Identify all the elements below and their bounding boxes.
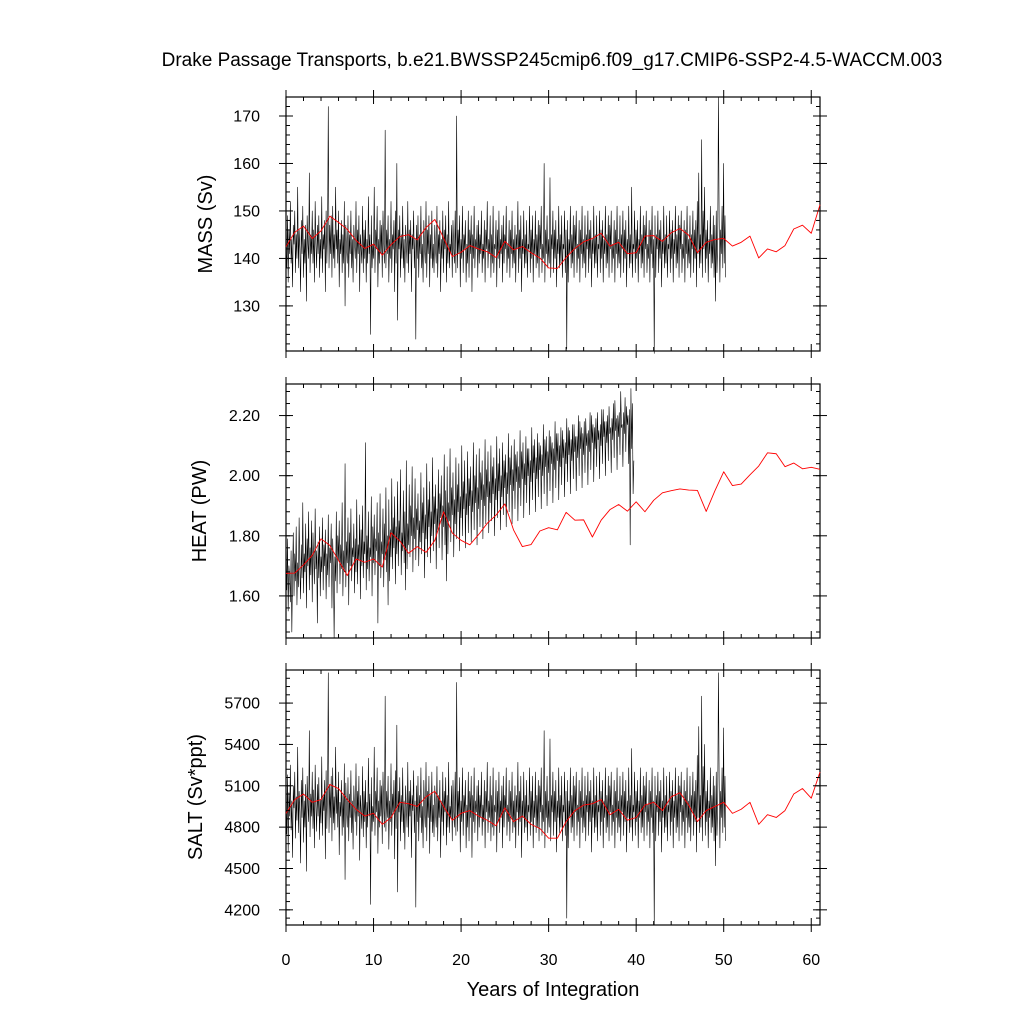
y-tick-label: 4200 bbox=[224, 902, 260, 919]
plot-frame bbox=[285, 383, 821, 639]
y-tick-label: 1.60 bbox=[229, 588, 260, 605]
annual-mean-line bbox=[285, 452, 821, 576]
y-tick-label: 1.80 bbox=[229, 528, 260, 545]
x-tick-label: 50 bbox=[715, 952, 733, 969]
series-group bbox=[285, 672, 821, 926]
y-tick-label: 5100 bbox=[224, 778, 260, 795]
y-tick-label: 4800 bbox=[224, 820, 260, 837]
monthly-series-line bbox=[285, 388, 635, 639]
chart-title: Drake Passage Transports, b.e21.BWSSP245… bbox=[162, 50, 943, 71]
y-axis-label: SALT (Sv*ppt) bbox=[185, 734, 207, 860]
y-tick-label: 2.00 bbox=[229, 468, 260, 485]
ticks-group: 130 140 150 160 170 bbox=[233, 90, 827, 358]
y-tick-label: 2.20 bbox=[229, 408, 260, 425]
annual-mean-line bbox=[285, 771, 821, 839]
y-tick-label: 170 bbox=[233, 108, 260, 125]
plot-frame bbox=[285, 96, 821, 352]
panel-heat: 1.60 1.80 2.00 2.20 HEAT (PW) bbox=[189, 377, 827, 645]
y-axis-label: HEAT (PW) bbox=[189, 460, 211, 563]
y-tick-label: 4500 bbox=[224, 861, 260, 878]
panel-mass: 130 140 150 160 170 MASS (Sv) bbox=[195, 90, 827, 358]
y-tick-label: 130 bbox=[233, 298, 260, 315]
x-tick-label: 40 bbox=[627, 952, 645, 969]
ticks-group: 4200 4500 4800 5100 5400 5700 bbox=[224, 663, 827, 932]
annual-mean-line bbox=[285, 204, 821, 269]
x-tick-label: 20 bbox=[452, 952, 470, 969]
panel-salt: 4200 4500 4800 5100 5400 5700 SALT (Sv*ppt) bbox=[185, 663, 827, 932]
x-axis-label: Years of Integration bbox=[467, 979, 640, 1001]
ticks-group: 1.60 1.80 2.00 2.20 bbox=[229, 377, 827, 645]
series-group bbox=[285, 388, 821, 639]
x-tick-labels: 0 10 20 30 40 50 60 bbox=[282, 952, 821, 969]
y-tick-label: 5700 bbox=[224, 696, 260, 713]
x-tick-label: 10 bbox=[365, 952, 383, 969]
y-axis-label: MASS (Sv) bbox=[195, 175, 217, 274]
monthly-series-line bbox=[285, 96, 727, 354]
series-group bbox=[285, 96, 821, 354]
monthly-series-line bbox=[285, 672, 727, 926]
x-tick-label: 30 bbox=[540, 952, 558, 969]
plot-frame bbox=[285, 669, 821, 926]
x-tick-label: 60 bbox=[802, 952, 820, 969]
y-tick-label: 5400 bbox=[224, 737, 260, 754]
y-tick-label: 160 bbox=[233, 156, 260, 173]
x-tick-label: 0 bbox=[282, 952, 291, 969]
y-tick-label: 150 bbox=[233, 203, 260, 220]
y-tick-label: 140 bbox=[233, 251, 260, 268]
